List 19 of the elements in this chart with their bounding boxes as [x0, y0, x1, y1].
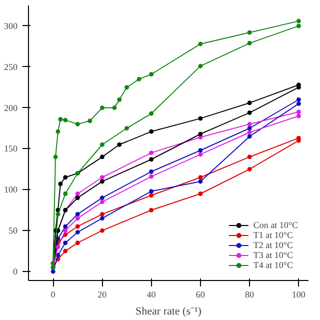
- y-tick-label: 250: [4, 62, 18, 72]
- x-tick-label: 80: [245, 290, 255, 300]
- x-tick-label: 100: [292, 290, 306, 300]
- y-tick-label: 100: [4, 184, 18, 195]
- y-tick-label: 150: [4, 144, 18, 154]
- legend-label: T1 at 10°C: [253, 230, 293, 240]
- legend-label: T3 at 10°C: [253, 250, 293, 260]
- y-tick-label: 300: [4, 20, 18, 31]
- legend-label: Con at 10°C: [253, 220, 298, 230]
- legend-label: T4 at 10°C: [253, 260, 293, 270]
- legend-label: T2 at 10°C: [253, 240, 293, 250]
- y-tick-label: 0: [13, 266, 18, 276]
- x-tick-label: 20: [98, 290, 108, 300]
- x-tick-label: 40: [146, 290, 156, 300]
- x-tick-label: 0: [50, 290, 56, 300]
- y-tick-label: 200: [4, 102, 18, 113]
- y-tick-label: 50: [8, 226, 18, 236]
- x-axis-title: Shear rate (s⁻¹): [136, 306, 202, 318]
- x-tick-label: 60: [196, 290, 206, 300]
